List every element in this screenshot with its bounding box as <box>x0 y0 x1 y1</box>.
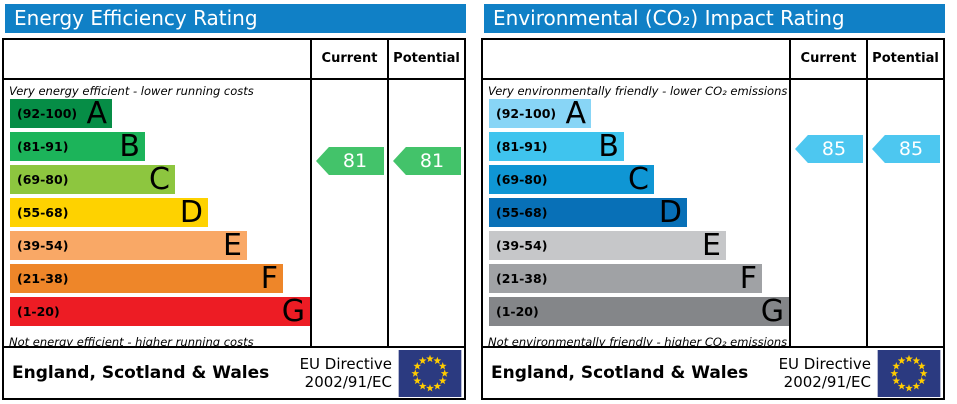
band-c: (69-80) C <box>10 162 175 197</box>
band-scale: Very environmentally friendly - lower CO… <box>483 80 789 346</box>
column-header-row: Current Potential <box>483 40 943 80</box>
band-range-label: (81-91) <box>17 139 69 154</box>
band-range-label: (21-38) <box>496 271 548 286</box>
band-letter: F <box>260 261 278 296</box>
band-letter: A <box>86 96 107 131</box>
bottom-caption: Not energy efficient - higher running co… <box>9 335 254 346</box>
potential-rating-arrow: 81 <box>393 147 461 175</box>
eu-flag-icon <box>398 349 462 397</box>
environmental-rating-table: Current Potential Very environmentally f… <box>481 38 945 400</box>
band-range-label: (69-80) <box>496 172 548 187</box>
chart-row: Very energy efficient - lower running co… <box>4 80 464 346</box>
band-letter: D <box>179 195 203 230</box>
band-a: (92-100) A <box>489 96 591 131</box>
band-d: (55-68) D <box>10 195 208 230</box>
band-letter: G <box>760 294 784 329</box>
band-scale: Very energy efficient - lower running co… <box>4 80 310 346</box>
top-caption: Very environmentally friendly - lower CO… <box>488 84 788 98</box>
region-label: England, Scotland & Wales <box>491 363 749 383</box>
current-rating-arrow: 81 <box>316 147 384 175</box>
potential-rating-value: 85 <box>898 138 924 160</box>
current-rating-arrow: 85 <box>795 135 863 163</box>
band-b: (81-91) B <box>10 129 145 164</box>
band-a: (92-100) A <box>10 96 112 131</box>
bottom-caption: Not environmentally friendly - higher CO… <box>488 335 788 346</box>
potential-column-header: Potential <box>387 40 464 78</box>
band-b: (81-91) B <box>489 129 624 164</box>
band-range-label: (55-68) <box>496 205 548 220</box>
eu-directive-label: EU Directive 2002/91/EC <box>299 355 392 391</box>
eu-flag-icon <box>877 349 941 397</box>
band-range-label: (1-20) <box>17 304 60 319</box>
band-letter: C <box>628 162 649 197</box>
band-g: (1-20) G <box>10 294 310 329</box>
potential-value-column: 81 <box>387 80 464 346</box>
band-g: (1-20) G <box>489 294 789 329</box>
region-label: England, Scotland & Wales <box>12 363 270 383</box>
band-range-label: (39-54) <box>496 238 548 253</box>
potential-rating-arrow: 85 <box>872 135 940 163</box>
eu-directive-label: EU Directive 2002/91/EC <box>778 355 871 391</box>
band-letter: G <box>281 294 305 329</box>
band-range-label: (21-38) <box>17 271 69 286</box>
rating-bars: (92-100) A (81-91) B (69-80) C (55-68) <box>4 96 310 329</box>
band-letter: D <box>658 195 682 230</box>
band-range-label: (55-68) <box>17 205 69 220</box>
current-rating-value: 85 <box>821 138 847 160</box>
band-range-label: (69-80) <box>17 172 69 187</box>
current-column-header: Current <box>789 40 866 78</box>
band-range-label: (39-54) <box>17 238 69 253</box>
header-spacer <box>4 40 310 78</box>
environmental-panel-title: Environmental (CO₂) Impact Rating <box>484 4 945 33</box>
band-e: (39-54) E <box>10 228 247 263</box>
column-header-row: Current Potential <box>4 40 464 80</box>
band-range-label: (1-20) <box>496 304 539 319</box>
top-caption: Very energy efficient - lower running co… <box>9 84 254 98</box>
current-column-header: Current <box>310 40 387 78</box>
chart-row: Very environmentally friendly - lower CO… <box>483 80 943 346</box>
current-rating-value: 81 <box>342 150 368 172</box>
band-range-label: (92-100) <box>496 106 557 121</box>
potential-column-header: Potential <box>866 40 943 78</box>
energy-rating-table: Current Potential Very energy efficient … <box>2 38 466 400</box>
band-range-label: (92-100) <box>17 106 78 121</box>
energy-panel-title: Energy Efficiency Rating <box>5 4 466 33</box>
potential-value-column: 85 <box>866 80 943 346</box>
band-f: (21-38) F <box>489 261 762 296</box>
footer-row: England, Scotland & Wales EU Directive 2… <box>483 346 943 398</box>
environmental-impact-panel: Environmental (CO₂) Impact Rating Curren… <box>481 0 945 400</box>
band-f: (21-38) F <box>10 261 283 296</box>
energy-efficiency-panel: Energy Efficiency Rating Current Potenti… <box>2 0 466 400</box>
potential-rating-value: 81 <box>419 150 445 172</box>
footer-row: England, Scotland & Wales EU Directive 2… <box>4 346 464 398</box>
band-e: (39-54) E <box>489 228 726 263</box>
band-range-label: (81-91) <box>496 139 548 154</box>
band-letter: F <box>739 261 757 296</box>
header-spacer <box>483 40 789 78</box>
band-c: (69-80) C <box>489 162 654 197</box>
current-value-column: 85 <box>789 80 866 346</box>
band-letter: A <box>565 96 586 131</box>
rating-bars: (92-100) A (81-91) B (69-80) C (55-68) <box>483 96 789 329</box>
band-letter: B <box>598 129 619 164</box>
band-letter: E <box>223 228 242 263</box>
band-letter: B <box>119 129 140 164</box>
current-value-column: 81 <box>310 80 387 346</box>
band-d: (55-68) D <box>489 195 687 230</box>
band-letter: C <box>149 162 170 197</box>
band-letter: E <box>702 228 721 263</box>
